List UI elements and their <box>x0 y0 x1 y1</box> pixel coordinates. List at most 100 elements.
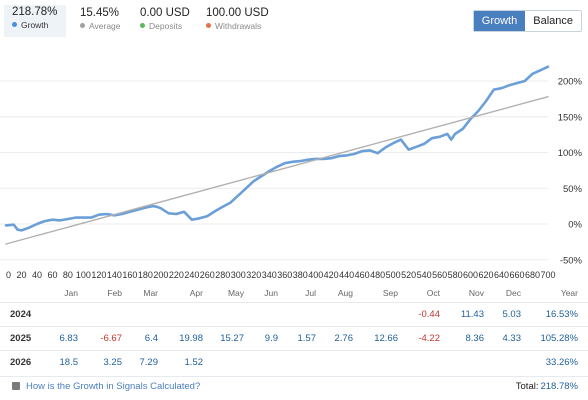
month-value-cell: 19.98 <box>179 333 203 344</box>
legend-dot-icon <box>12 22 17 27</box>
month-value-cell: -0.44 <box>418 309 440 320</box>
month-value-cell: -4.22 <box>418 333 440 344</box>
stat-average[interactable]: 15.45% Average <box>68 6 121 36</box>
legend-dot-icon <box>140 23 145 28</box>
x-tick-label: 340 <box>262 270 277 280</box>
total-label: Total: <box>515 381 539 392</box>
help-icon <box>12 382 20 390</box>
year-total-cell: 16.53% <box>545 309 578 320</box>
y-tick-label: 50% <box>563 184 583 195</box>
x-tick-label: 220 <box>169 270 184 280</box>
month-value-cell: 4.33 <box>502 333 522 344</box>
x-tick-label: 360 <box>277 270 292 280</box>
x-tick-label: 280 <box>215 270 230 280</box>
growth-chart: 200%150%100%50%0%-50%0 20 40 60 80 100 120 140 1… <box>0 65 583 280</box>
x-tick-label: 240 <box>184 270 199 280</box>
column-header: Dec <box>505 288 521 298</box>
x-tick-label: 180 <box>138 270 153 280</box>
x-tick-label: 380 <box>293 270 308 280</box>
month-value-cell: 5.03 <box>502 309 522 320</box>
stat-value: 100.00 USD <box>206 7 269 19</box>
stat-label: Average <box>89 21 121 31</box>
column-header: Oct <box>426 288 440 298</box>
x-tick-label: 200 <box>153 270 168 280</box>
stat-growth[interactable]: 218.78% Growth <box>4 5 66 37</box>
x-tick-label: 620 <box>479 270 494 280</box>
x-tick-label: 400 <box>308 270 323 280</box>
row-year-label: 2025 <box>10 333 32 344</box>
y-tick-label: 0% <box>568 220 582 231</box>
x-tick-label: 60 <box>47 270 57 280</box>
y-tick-label: 200% <box>558 77 583 88</box>
x-tick-label: 700 <box>540 270 555 280</box>
average-series-line <box>5 96 549 245</box>
row-year-label: 2024 <box>10 309 32 320</box>
x-tick-label: 320 <box>246 270 261 280</box>
x-tick-label: 600 <box>463 270 478 280</box>
month-value-cell: 8.36 <box>465 333 485 344</box>
x-tick-label: 300 <box>231 270 246 280</box>
month-value-cell: 1.52 <box>184 357 204 368</box>
month-value-cell: 18.5 <box>59 357 79 368</box>
month-value-cell: 6.83 <box>59 333 79 344</box>
column-header: Aug <box>337 288 353 298</box>
x-tick-label: 120 <box>91 270 106 280</box>
legend-dot-icon <box>80 23 85 28</box>
month-value-cell: 12.66 <box>374 333 398 344</box>
x-tick-label: 660 <box>510 270 525 280</box>
column-header: Jul <box>305 288 316 298</box>
column-header: May <box>227 288 244 298</box>
x-tick-label: 100 <box>76 270 91 280</box>
x-tick-label: 480 <box>370 270 385 280</box>
month-value-cell: -6.67 <box>100 333 122 344</box>
month-value-cell: 11.43 <box>460 309 484 320</box>
column-header: Apr <box>189 288 203 298</box>
x-tick-label: 140 <box>107 270 122 280</box>
y-tick-label: -50% <box>560 255 583 266</box>
column-header: Feb <box>107 288 122 298</box>
table-row: 2024 -0.44 11.43 5.03 16.53% <box>0 302 588 326</box>
x-tick-label: 640 <box>494 270 509 280</box>
stat-value: 218.78% <box>12 6 58 18</box>
x-tick-label: 560 <box>432 270 447 280</box>
x-tick-label: 40 <box>32 270 42 280</box>
x-tick-label: 160 <box>122 270 137 280</box>
x-tick-label: 500 <box>386 270 401 280</box>
balance-button[interactable]: Balance <box>533 15 573 27</box>
stats-bar: 218.78% Growth 15.45% Average 0.00 USD D… <box>0 0 588 38</box>
x-tick-label: 420 <box>324 270 339 280</box>
growth-help-link[interactable]: How is the Growth in Signals Calculated? <box>12 381 200 392</box>
x-tick-label: 440 <box>339 270 354 280</box>
column-header: Year <box>560 288 578 298</box>
y-tick-label: 100% <box>558 148 583 159</box>
stat-deposits[interactable]: 0.00 USD Deposits <box>128 6 190 36</box>
chart-mode-toggle: Growth Balance <box>472 10 582 32</box>
column-header: Sep <box>382 288 398 298</box>
stat-label: Growth <box>21 20 49 30</box>
column-header: Nov <box>468 288 484 298</box>
year-total-cell: 33.26% <box>545 357 578 368</box>
growth-button[interactable]: Growth <box>473 11 526 31</box>
column-header: Jun <box>264 288 278 298</box>
month-value-cell: 1.57 <box>297 333 317 344</box>
x-tick-label: 0 <box>6 270 11 280</box>
x-tick-label: 580 <box>448 270 463 280</box>
table-footer: How is the Growth in Signals Calculated?… <box>0 376 588 396</box>
month-value-cell: 9.9 <box>264 333 278 344</box>
month-value-cell: 15.27 <box>220 333 244 344</box>
stat-withdrawals[interactable]: 100.00 USD Withdrawals <box>194 6 269 36</box>
total-summary: Total: 218.78% <box>516 381 578 392</box>
table-header: Jan Feb Mar Apr May Jun Jul Aug Sep Oct Nov Dec Year <box>0 286 588 300</box>
column-header: Jan <box>64 288 78 298</box>
month-value-cell: 6.4 <box>144 333 158 344</box>
month-value-cell: 2.76 <box>334 333 354 344</box>
stat-value: 15.45% <box>80 7 120 19</box>
x-tick-label: 260 <box>200 270 215 280</box>
table-row: 2026 18.5 3.25 7.29 1.52 33.26% <box>0 350 588 374</box>
stat-label: Deposits <box>149 21 183 31</box>
growth-series-line <box>4 65 550 232</box>
legend-dot-icon <box>206 23 211 28</box>
row-year-label: 2026 <box>10 357 32 368</box>
total-value: 218.78% <box>540 381 578 392</box>
month-value-cell: 7.29 <box>139 357 159 368</box>
